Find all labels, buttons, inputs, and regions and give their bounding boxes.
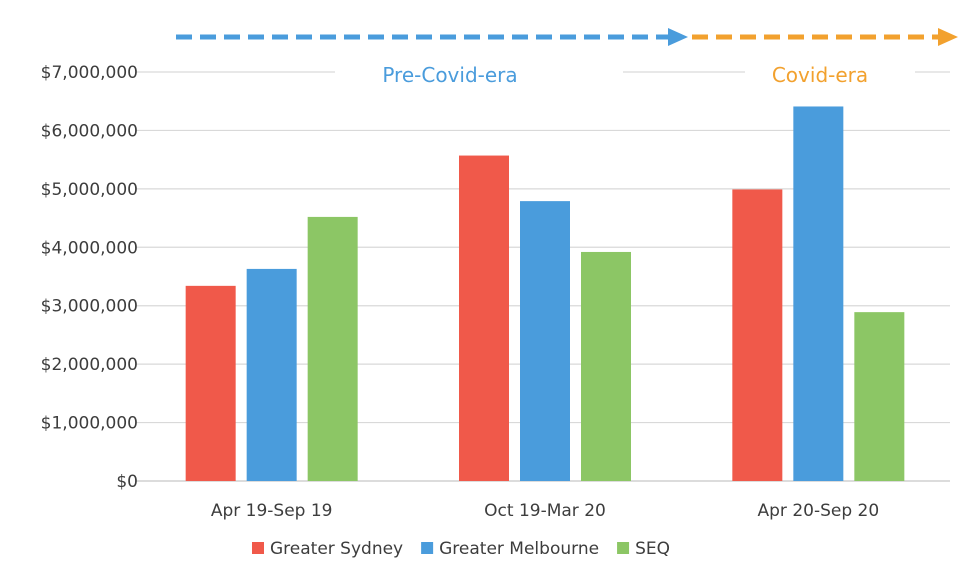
y-tick-label: $2,000,000 [41,355,138,375]
covid-label: Covid-era [772,63,868,87]
bar-greater-sydney [185,285,236,481]
legend-label: Greater Sydney [270,539,403,559]
x-axis-category-labels: Apr 19-Sep 19 Oct 19-Mar 20 Apr 20-Sep 20 [211,501,879,521]
bar-seq [307,216,358,481]
bar-seq [581,251,631,481]
covid-label-bg [745,55,915,89]
x-category-label: Oct 19-Mar 20 [484,501,606,521]
covid-arrowhead [938,28,958,46]
pre-covid-arrowhead [668,28,688,46]
legend-label: SEQ [635,539,670,559]
legend: Greater Sydney Greater Melbourne SEQ [252,539,670,559]
y-tick-label: $3,000,000 [41,297,138,317]
y-tick-label: $4,000,000 [41,238,138,258]
legend-label: Greater Melbourne [439,539,599,559]
pre-covid-label: Pre-Covid-era [382,63,517,87]
y-axis-tick-labels: $0 $1,000,000 $2,000,000 $3,000,000 $4,000,0… [41,63,138,492]
y-tick-label: $6,000,000 [41,121,138,141]
pre-covid-label-bg [335,55,623,89]
bar-greater-sydney [732,189,783,482]
x-category-label: Apr 19-Sep 19 [211,501,333,521]
bars [185,106,905,482]
y-tick-label: $1,000,000 [41,414,138,434]
bar-seq [854,312,905,481]
y-tick-label: $0 [116,472,138,492]
bar-greater-melbourne [246,268,297,481]
bar-greater-sydney [459,155,509,481]
bar-greater-melbourne [793,106,844,482]
x-category-label: Apr 20-Sep 20 [758,501,880,521]
legend-swatch [421,542,434,554]
legend-swatch [617,542,630,554]
y-tick-label: $5,000,000 [41,180,138,200]
legend-swatch [252,542,264,554]
bar-greater-melbourne [520,201,570,481]
y-tick-label: $7,000,000 [41,63,138,83]
